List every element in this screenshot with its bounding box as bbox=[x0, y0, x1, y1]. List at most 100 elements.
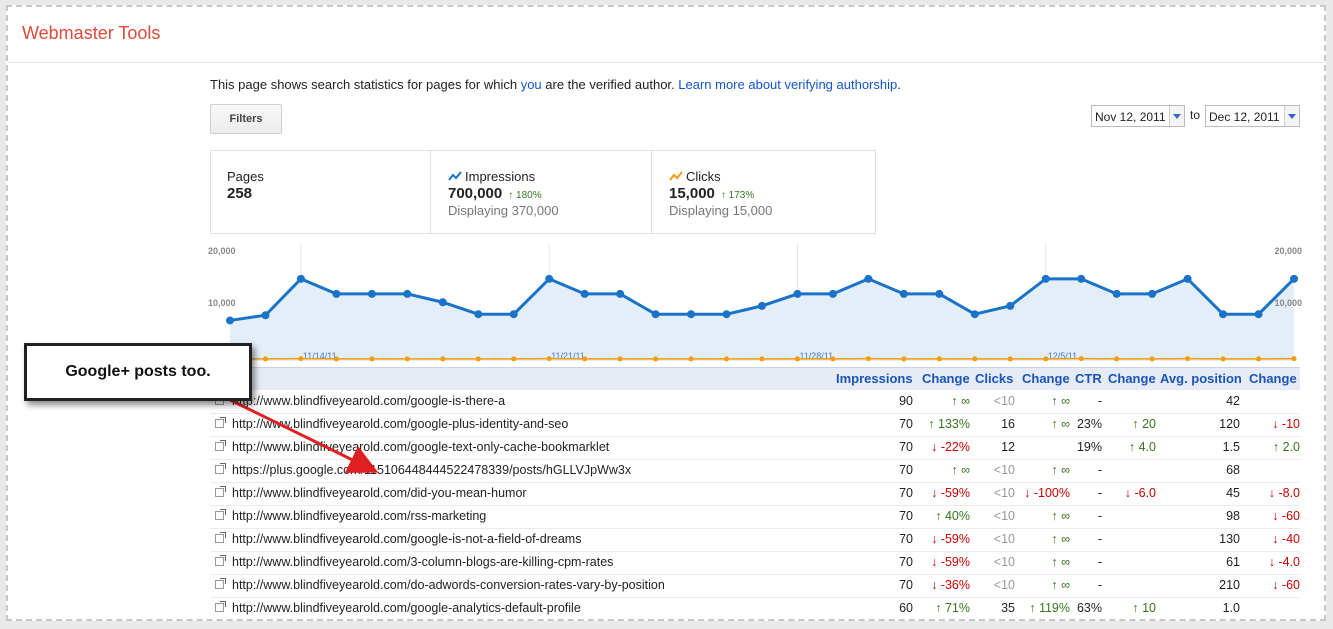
row-clicks: <10 bbox=[993, 532, 1015, 546]
you-link[interactable]: you bbox=[520, 77, 542, 92]
stat-clicks-change-value: 173% bbox=[728, 190, 755, 201]
table-row[interactable]: http://www.blindfiveyearold.com/did-you-… bbox=[210, 482, 1300, 506]
data-point bbox=[794, 356, 800, 362]
table-row[interactable]: http://www.blindfiveyearold.com/do-adwor… bbox=[210, 574, 1300, 598]
row-ctr: - bbox=[1097, 463, 1102, 477]
stat-pages-value: 258 bbox=[227, 185, 253, 202]
arrow-down-icon: ↓ bbox=[1272, 417, 1282, 431]
col-change-impressions[interactable]: Change bbox=[922, 371, 970, 386]
col-clicks[interactable]: Clicks bbox=[975, 371, 1014, 386]
start-date-select[interactable]: Nov 12, 2011 bbox=[1091, 105, 1185, 127]
row-url[interactable]: http://www.blindfiveyearold.com/3-column… bbox=[232, 555, 614, 569]
external-link-icon[interactable] bbox=[215, 440, 226, 451]
row-url[interactable]: http://www.blindfiveyearold.com/rss-mark… bbox=[232, 509, 487, 523]
table-row[interactable]: http://www.blindfiveyearold.com/3-column… bbox=[210, 551, 1300, 575]
external-link-icon[interactable] bbox=[215, 601, 226, 612]
data-point bbox=[369, 356, 375, 362]
data-point bbox=[687, 310, 696, 319]
row-avg-position: 68 bbox=[1226, 463, 1240, 477]
external-link-icon[interactable] bbox=[215, 578, 226, 589]
external-link-icon[interactable] bbox=[215, 463, 226, 474]
end-date-value: Dec 12, 2011 bbox=[1209, 110, 1280, 124]
row-avg-position: 210 bbox=[1219, 578, 1240, 592]
row-clicks: <10 bbox=[993, 578, 1015, 592]
row-url[interactable]: http://www.blindfiveyearold.com/google-i… bbox=[232, 394, 506, 408]
row-impressions-change: -22% bbox=[940, 440, 970, 454]
chevron-down-icon bbox=[1169, 106, 1184, 126]
external-link-icon[interactable] bbox=[215, 486, 226, 497]
y-tick-label-left: 10,000 bbox=[208, 298, 236, 308]
stat-impressions-label: Impressions bbox=[465, 169, 536, 184]
end-date-select[interactable]: Dec 12, 2011 bbox=[1205, 105, 1300, 127]
row-avg-position: 45 bbox=[1226, 486, 1240, 500]
table-row[interactable]: http://www.blindfiveyearold.com/rss-mark… bbox=[210, 505, 1300, 529]
stat-impressions[interactable]: Impressions 700,000 ↑ 180% Displaying 370… bbox=[432, 151, 652, 233]
arrow-down-icon: ↓ bbox=[1272, 532, 1282, 546]
table-row[interactable]: http://www.blindfiveyearold.com/google-i… bbox=[210, 528, 1300, 552]
data-point bbox=[475, 356, 481, 362]
stat-pages[interactable]: Pages 258 bbox=[211, 151, 431, 233]
row-clicks: <10 bbox=[993, 463, 1015, 477]
arrow-down-icon: ↓ bbox=[931, 440, 941, 454]
stat-impressions-value: 700,000 bbox=[448, 185, 503, 202]
filters-button[interactable]: Filters bbox=[210, 104, 282, 134]
arrow-up-icon: ↑ bbox=[1128, 440, 1139, 454]
row-url[interactable]: https://plus.google.com/1151064484445224… bbox=[232, 463, 632, 477]
external-link-icon[interactable] bbox=[215, 555, 226, 566]
row-clicks-change: ∞ bbox=[1061, 578, 1070, 592]
arrow-down-icon: ↓ bbox=[1024, 486, 1034, 500]
arrow-down-icon: ↓ bbox=[1272, 509, 1282, 523]
row-url[interactable]: http://www.blindfiveyearold.com/do-adwor… bbox=[232, 578, 665, 592]
row-avg-position: 120 bbox=[1219, 417, 1240, 431]
arrow-down-icon: ↓ bbox=[1268, 486, 1279, 500]
col-ctr[interactable]: CTR bbox=[1075, 371, 1102, 386]
data-point bbox=[793, 289, 802, 298]
col-change-clicks[interactable]: Change bbox=[1022, 371, 1070, 386]
table-row[interactable]: http://www.blindfiveyearold.com/google-i… bbox=[210, 390, 1300, 414]
app-title[interactable]: Webmaster Tools bbox=[22, 23, 161, 43]
external-link-icon[interactable] bbox=[215, 532, 226, 543]
data-point bbox=[440, 356, 446, 362]
data-point bbox=[438, 298, 447, 307]
stat-clicks[interactable]: Clicks 15,000 ↑ 173% Displaying 15,000 bbox=[653, 151, 873, 233]
arrow-down-icon: ↓ bbox=[1124, 486, 1135, 500]
impressions-clicks-chart[interactable]: 11/14/11 11/21/11 11/28/11 12/5/11 20,000 20,… bbox=[206, 235, 1304, 365]
data-point bbox=[1043, 356, 1049, 362]
row-url[interactable]: http://www.blindfiveyearold.com/google-a… bbox=[232, 601, 581, 615]
external-link-icon[interactable] bbox=[215, 417, 226, 428]
row-ctr-change: -6.0 bbox=[1134, 486, 1156, 500]
col-avg-position[interactable]: Avg. position bbox=[1160, 371, 1242, 386]
table-row[interactable]: http://www.blindfiveyearold.com/google-p… bbox=[210, 413, 1300, 437]
table-row[interactable]: https://plus.google.com/1151064484445224… bbox=[210, 459, 1300, 483]
col-change-ctr[interactable]: Change bbox=[1108, 371, 1156, 386]
row-impressions-change-wrap: ↑ ∞ bbox=[951, 390, 970, 413]
data-point bbox=[1256, 356, 1262, 362]
stat-clicks-value-line: 15,000 ↑ 173% bbox=[669, 185, 754, 202]
row-url[interactable]: http://www.blindfiveyearold.com/google-p… bbox=[232, 417, 569, 431]
row-impressions: 70 bbox=[899, 509, 913, 523]
row-url[interactable]: http://www.blindfiveyearold.com/google-i… bbox=[232, 532, 582, 546]
table-row[interactable]: http://www.blindfiveyearold.com/google-a… bbox=[210, 597, 1300, 619]
arrow-up-icon: ↑ bbox=[1051, 463, 1062, 477]
data-point bbox=[332, 289, 341, 298]
row-impressions-change: 71% bbox=[944, 601, 970, 615]
col-impressions[interactable]: Impressions bbox=[836, 371, 913, 386]
data-point bbox=[298, 356, 304, 362]
row-impressions-change-wrap: ↑ 133% bbox=[928, 413, 970, 436]
stat-clicks-heading: Clicks bbox=[669, 169, 721, 184]
intro-text-middle: are the verified author. bbox=[541, 77, 679, 92]
arrow-up-icon: ↑ bbox=[1029, 601, 1039, 615]
row-url[interactable]: http://www.blindfiveyearold.com/did-you-… bbox=[232, 486, 527, 500]
col-change-position[interactable]: Change bbox=[1249, 371, 1297, 386]
learn-more-link[interactable]: Learn more about verifying authorship bbox=[678, 77, 898, 92]
data-point bbox=[972, 356, 978, 362]
stats-panel: Pages 258 Impressions 700,000 ↑ 180% Disp… bbox=[210, 150, 876, 234]
table-row[interactable]: http://www.blindfiveyearold.com/google-t… bbox=[210, 436, 1300, 460]
external-link-icon[interactable] bbox=[215, 509, 226, 520]
row-position-change-wrap: ↓ -60 bbox=[1272, 574, 1300, 597]
row-impressions-change-wrap: ↓ -59% bbox=[931, 482, 970, 505]
data-point bbox=[830, 356, 836, 362]
arrow-down-icon: ↓ bbox=[931, 578, 941, 592]
row-ctr-change-wrap: ↓ -6.0 bbox=[1125, 482, 1156, 505]
row-url[interactable]: http://www.blindfiveyearold.com/google-t… bbox=[232, 440, 610, 454]
